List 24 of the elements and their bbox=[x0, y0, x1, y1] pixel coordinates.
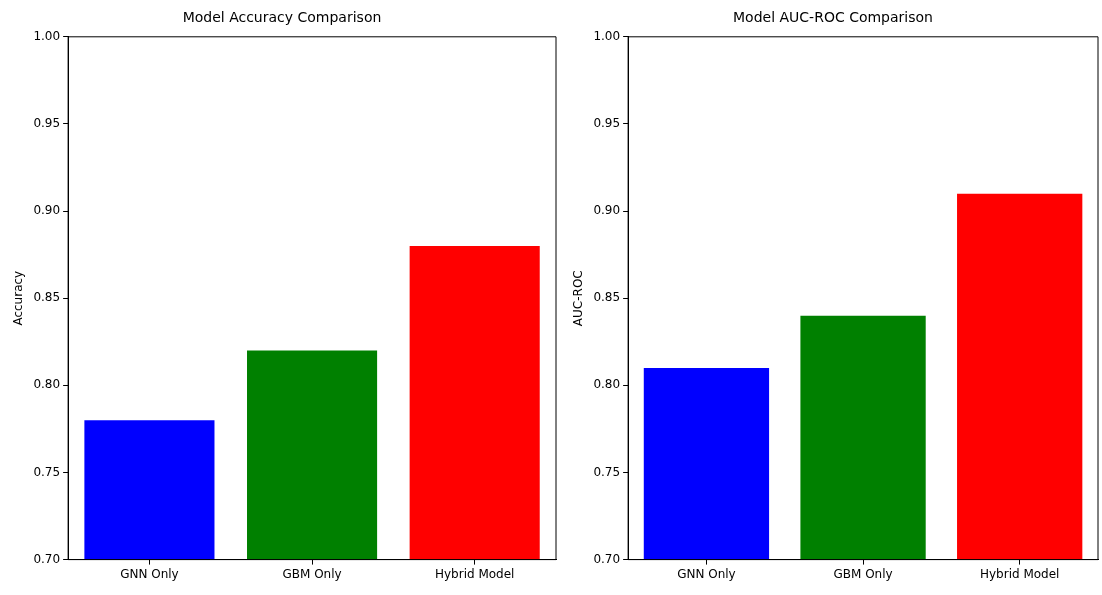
y-tick-label: 1.00 bbox=[593, 28, 621, 43]
y-axis-title: AUC-ROC bbox=[571, 270, 586, 327]
x-tick-label: GBM Only bbox=[282, 566, 342, 581]
y-tick-label: 0.95 bbox=[33, 116, 61, 131]
y-tick-label: 0.75 bbox=[593, 464, 621, 479]
chart-title: Model Accuracy Comparison bbox=[182, 9, 382, 26]
x-tick-label: GNN Only bbox=[677, 566, 736, 581]
x-tick-label: Hybrid Model bbox=[979, 566, 1060, 581]
x-tick-label: GBM Only bbox=[833, 566, 893, 581]
y-tick-label: 0.70 bbox=[593, 551, 621, 566]
y-tick-label: 0.80 bbox=[593, 377, 621, 392]
chart-title: Model AUC-ROC Comparison bbox=[733, 9, 933, 26]
x-tick-label: Hybrid Model bbox=[434, 566, 515, 581]
y-axis-title: Accuracy bbox=[11, 270, 26, 326]
y-tick-label: 0.90 bbox=[593, 203, 621, 218]
y-tick-label: 0.85 bbox=[593, 290, 621, 305]
y-tick-label: 0.80 bbox=[33, 377, 61, 392]
y-tick-label: 0.90 bbox=[33, 203, 61, 218]
x-tick-label: GNN Only bbox=[120, 566, 179, 581]
y-tick-label: 1.00 bbox=[33, 28, 61, 43]
y-tick-label: 0.85 bbox=[33, 290, 61, 305]
y-tick-label: 0.95 bbox=[593, 116, 621, 131]
y-tick-label: 0.75 bbox=[33, 464, 61, 479]
y-tick-label: 0.70 bbox=[33, 551, 61, 566]
